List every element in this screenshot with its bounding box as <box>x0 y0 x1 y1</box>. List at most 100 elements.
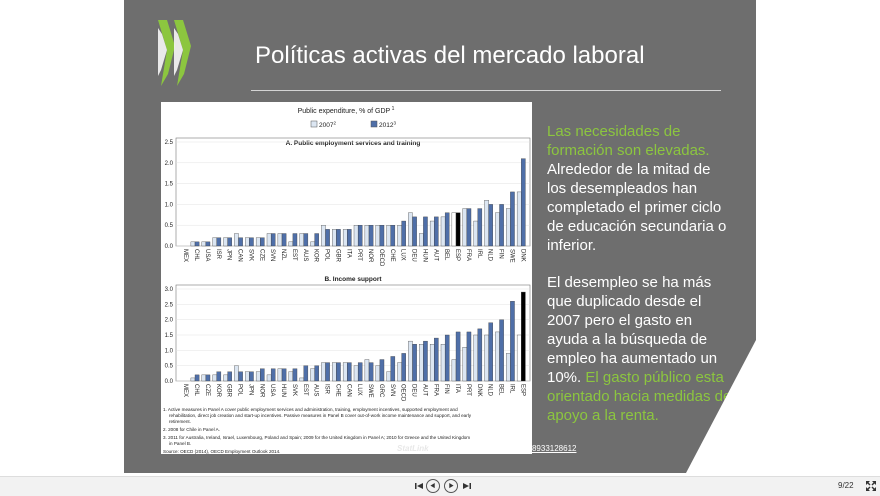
panel-b-bar-AUS-2012 <box>314 365 319 382</box>
panel-b-bar-ESP-2007 <box>516 334 522 382</box>
panel-a-bar-DNK-2007 <box>516 191 522 247</box>
panel-a-xtick-NOR: NOR <box>367 249 373 263</box>
panel-b-ytick-label: 2.0 <box>165 318 174 324</box>
first-slide-icon[interactable] <box>412 479 426 493</box>
title-divider <box>251 90 721 91</box>
panel-b-bar-AUS-2007 <box>310 368 315 382</box>
panel-b-xtick-USA: USA <box>269 384 275 396</box>
legend-sup-2007: 2 <box>333 121 336 126</box>
panel-b-bar-HUN-2012 <box>281 368 287 382</box>
chart-note-line: 3. 2011 for Australia, Ireland, Israel, … <box>163 435 470 440</box>
statlink-brand: StatLink <box>397 444 429 453</box>
panel-a-bar-KOR-2007 <box>310 241 315 247</box>
panel-b-ytick-label: 1.0 <box>165 348 174 354</box>
panel-a-xtick-BEL: BEL <box>443 249 449 261</box>
panel-a-bar-NLD-2007 <box>484 200 489 247</box>
panel-a-xtick-FIN: FIN <box>498 249 504 259</box>
panel-a-xtick-DEU: DEU <box>411 249 417 262</box>
panel-a-ytick-label: 0.0 <box>165 244 174 250</box>
chart-svg: Public expenditure, % of GDP 1 20072 20123… <box>163 106 531 454</box>
panel-a-bar-PRT-2012 <box>357 225 363 247</box>
panel-b-xtick-ISR: ISR <box>324 384 330 395</box>
panel-a-bar-AUT-2007 <box>429 220 435 247</box>
panel-a-bar-USA-2012 <box>205 241 211 247</box>
panel-a-xtick-DNK: DNK <box>519 249 525 262</box>
last-slide-icon[interactable] <box>460 479 474 493</box>
panel-b-xtick-JPN: JPN <box>247 384 253 395</box>
panel-a-xtick-SVK: SVK <box>247 249 253 261</box>
panel-a-ytick-label: 2.5 <box>165 140 174 146</box>
panel-a-bar-NLD-2012 <box>488 204 493 247</box>
panel-a-title: A. Public employment services and traini… <box>286 140 421 147</box>
panel-b-xtick-AUT: AUT <box>421 384 427 396</box>
panel-b-bar-NLD-2007 <box>484 334 489 382</box>
panel-a-bar-CZE-2012 <box>260 237 265 247</box>
panel-b-bar-LUX-2012 <box>357 362 363 382</box>
panel-b-xtick-CZE: CZE <box>204 384 210 396</box>
panel-a-bar-HUN-2007 <box>419 233 424 247</box>
panel-a-xtick-ISR: ISR <box>215 249 221 260</box>
chart-title: Public expenditure, % of GDP 1 <box>298 106 395 115</box>
panel-b-xtick-EST: EST <box>302 384 308 396</box>
panel-b-ytick-label: 0.0 <box>165 379 174 385</box>
panel-b-bar-FRA-2007 <box>429 344 435 382</box>
panel-b-xtick-AUS: AUS <box>313 384 319 396</box>
slide-corner-fold <box>686 340 756 473</box>
panel-a-bar-CHE-2012 <box>390 225 396 247</box>
panel-b-bar-SWE-2012 <box>368 362 374 382</box>
panel-a-bar-CAN-2007 <box>234 233 239 247</box>
body-p1-text: Alrededor de la mitad de los desempleado… <box>547 161 727 254</box>
panel-b-bar-ITA-2012 <box>455 331 461 382</box>
panel-a-bar-OECD-2012 <box>379 225 385 247</box>
panel-b-bar-GBR-2012 <box>227 371 232 382</box>
panel-b-bar-AUT-2012 <box>423 340 428 382</box>
panel-a-xtick-ITA: ITA <box>345 249 351 258</box>
panel-a-bar-SWE-2007 <box>506 208 511 247</box>
panel-b-xtick-DNK: DNK <box>476 384 482 397</box>
panel-b-bar-KOR-2007 <box>212 374 217 382</box>
panel-a-bar-FRA-2007 <box>462 208 468 247</box>
panel-a-bar-SVN-2007 <box>266 233 272 247</box>
panel-b-xtick-NOR: NOR <box>258 384 264 398</box>
chart-note-line: retirement. <box>169 419 191 424</box>
panel-b-bar-SVK-2012 <box>292 368 298 382</box>
panel-a-bar-USA-2007 <box>201 241 207 247</box>
panel-a-xtick-CZE: CZE <box>258 249 264 261</box>
panel-b-bar-USA-2012 <box>270 368 276 382</box>
panel-a-bar-ISR-2007 <box>212 237 217 247</box>
panel-a-bar-POL-2012 <box>325 229 330 247</box>
panel-a-bar-NOR-2007 <box>364 225 370 247</box>
panel-a-bar-DEU-2012 <box>412 216 417 247</box>
panel-a-xtick-AUT: AUT <box>432 249 438 261</box>
panel-b-bar-FIN-2012 <box>444 334 450 382</box>
panel-b-xtick-LUX: LUX <box>356 384 362 396</box>
panel-b-bar-HUN-2007 <box>277 368 283 382</box>
chart-note-line: rehabilitation, direct job creation and … <box>169 413 472 418</box>
body-paragraph-2: El desempleo se ha más que duplicado des… <box>547 273 733 425</box>
panel-a-xtick-EST: EST <box>291 249 297 261</box>
prev-slide-icon[interactable] <box>426 479 440 493</box>
panel-b-xtick-GBR: GBR <box>226 384 232 398</box>
panel-b-xtick-CHE: CHE <box>334 384 340 397</box>
panel-a-bar-POL-2007 <box>321 225 326 247</box>
panel-b-bar-DEU-2012 <box>412 344 417 382</box>
panel-b-bar-KOR-2012 <box>216 371 222 382</box>
play-icon[interactable] <box>444 479 458 493</box>
fullscreen-icon[interactable] <box>864 479 878 493</box>
legend-label-2007: 20072 <box>319 121 336 130</box>
panel-a-bar-SVK-2012 <box>249 237 254 247</box>
panel-b-xtick-FIN: FIN <box>443 384 449 394</box>
panel-b-bar-DEU-2007 <box>408 340 413 382</box>
panel-a-bar-LUX-2012 <box>401 220 406 247</box>
panel-b-bar-GBR-2007 <box>223 374 228 382</box>
statlink-url[interactable]: http://dx.doi.org/10.1787/888933128612 <box>434 444 577 453</box>
panel-b-bar-IRL-2007 <box>506 353 511 382</box>
page-counter: 9/22 <box>838 481 854 490</box>
panel-b-bar-POL-2007 <box>234 365 239 382</box>
panel-a-xtick-HUN: HUN <box>421 249 427 262</box>
panel-b-bar-AUT-2007 <box>419 344 424 382</box>
panel-b-bar-CZE-2012 <box>205 374 211 382</box>
panel-b-bar-EST-2007 <box>299 377 304 382</box>
panel-b-xtick-KOR: KOR <box>215 384 221 398</box>
panel-b-bar-JPN-2007 <box>245 371 250 382</box>
